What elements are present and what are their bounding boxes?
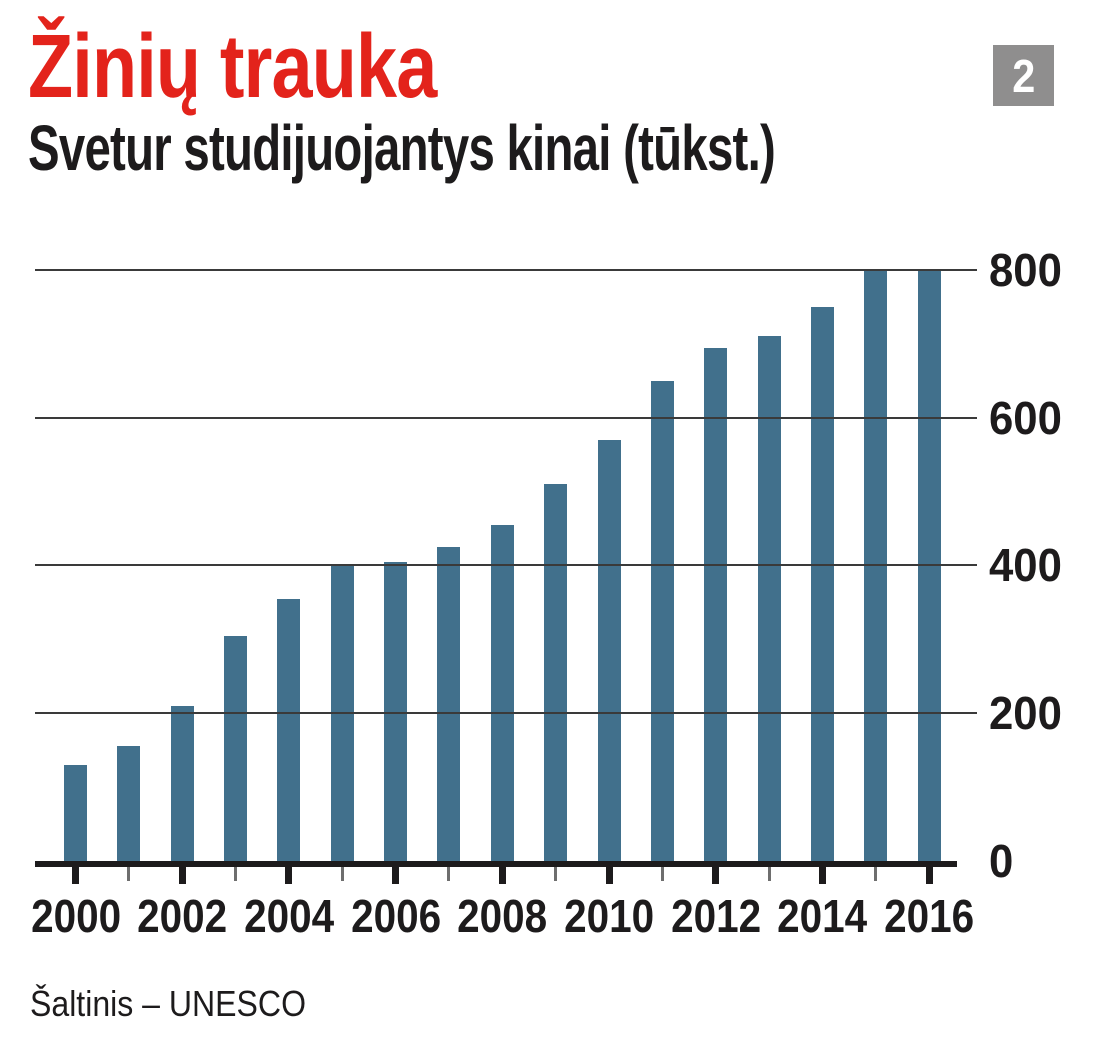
bar-2004 <box>277 599 300 863</box>
x-axis-label-2010: 2010 <box>563 890 655 942</box>
gridline-800 <box>35 269 977 271</box>
bar-2000 <box>64 765 87 863</box>
x-tick-2015 <box>874 867 877 881</box>
y-axis-label-800: 800 <box>989 244 1062 296</box>
bar-2012 <box>704 348 727 863</box>
bar-2003 <box>224 636 247 863</box>
x-axis-label-2014: 2014 <box>776 890 868 942</box>
gridline-400 <box>35 564 977 566</box>
x-tick-2005 <box>341 867 344 881</box>
x-tick-2008 <box>499 867 506 884</box>
bar-2005 <box>331 565 354 863</box>
x-axis-line <box>35 861 957 867</box>
bar-2014 <box>811 307 834 863</box>
y-axis-label-600: 600 <box>989 392 1062 444</box>
chart-subtitle: Svetur studijuojantys kinai (tūkst.) <box>28 112 776 184</box>
x-axis-label-2002: 2002 <box>136 890 228 942</box>
bar-2002 <box>171 706 194 863</box>
x-tick-2001 <box>127 867 130 881</box>
bar-2015 <box>864 270 887 863</box>
y-axis-label-400: 400 <box>989 539 1062 591</box>
x-axis-label-2012: 2012 <box>670 890 762 942</box>
bar-2011 <box>651 381 674 863</box>
y-axis-label-0: 0 <box>989 835 1014 887</box>
x-tick-2009 <box>554 867 557 881</box>
x-tick-2000 <box>72 867 79 884</box>
x-tick-2011 <box>661 867 664 881</box>
bar-2001 <box>117 746 140 863</box>
x-tick-2002 <box>179 867 186 884</box>
x-tick-2003 <box>234 867 237 881</box>
x-tick-2012 <box>712 867 719 884</box>
figure-number: 2 <box>1011 49 1036 102</box>
x-tick-2010 <box>606 867 613 884</box>
x-axis-label-2006: 2006 <box>350 890 442 942</box>
x-tick-2004 <box>285 867 292 884</box>
x-axis-label-2000: 2000 <box>30 890 122 942</box>
bar-2008 <box>491 525 514 863</box>
bar-2009 <box>544 484 567 863</box>
x-tick-2014 <box>819 867 826 884</box>
x-axis-label-2004: 2004 <box>243 890 335 942</box>
chart-title: Žinių trauka <box>28 17 437 117</box>
figure-number-badge: 2 <box>993 45 1054 106</box>
x-tick-2013 <box>768 867 771 881</box>
source-note: Šaltinis – UNESCO <box>30 983 306 1024</box>
gridline-600 <box>35 417 977 419</box>
y-axis-label-200: 200 <box>989 687 1062 739</box>
x-tick-2016 <box>926 867 933 884</box>
x-axis-label-2016: 2016 <box>883 890 975 942</box>
x-axis-label-2008: 2008 <box>456 890 548 942</box>
bar-2007 <box>437 547 460 863</box>
bar-2016 <box>918 270 941 863</box>
bar-2010 <box>598 440 621 863</box>
x-tick-2006 <box>392 867 399 884</box>
bar-2013 <box>758 336 781 863</box>
gridline-200 <box>35 712 977 714</box>
x-tick-2007 <box>447 867 450 881</box>
